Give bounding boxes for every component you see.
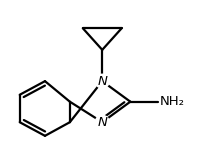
- Text: N: N: [97, 116, 107, 129]
- Text: NH₂: NH₂: [160, 95, 185, 108]
- Circle shape: [95, 115, 109, 129]
- Circle shape: [95, 74, 109, 88]
- Text: N: N: [97, 75, 107, 88]
